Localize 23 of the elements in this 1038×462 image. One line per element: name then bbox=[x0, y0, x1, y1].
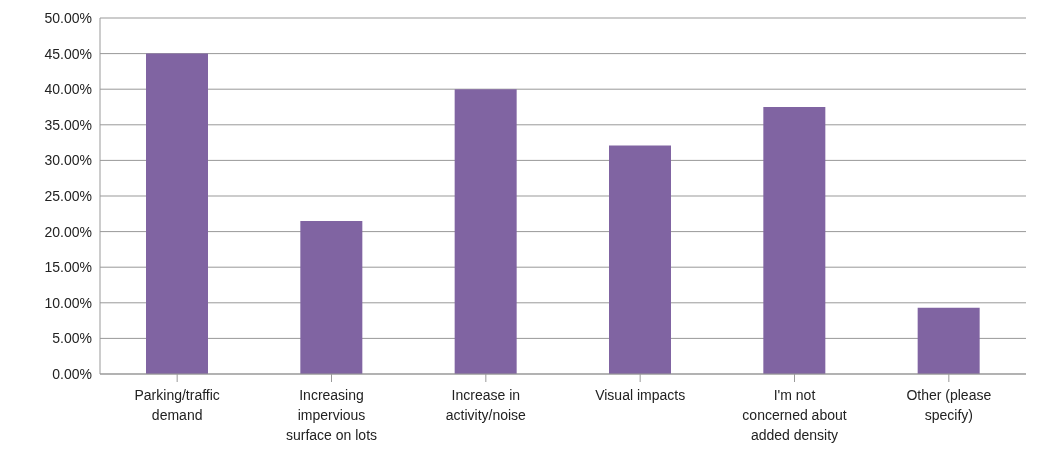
bar bbox=[146, 53, 208, 374]
y-tick-label: 40.00% bbox=[44, 81, 92, 98]
y-tick-label: 5.00% bbox=[52, 330, 92, 347]
y-tick-label: 15.00% bbox=[44, 259, 92, 276]
y-tick-label: 25.00% bbox=[44, 187, 92, 204]
y-tick-label: 10.00% bbox=[44, 294, 92, 311]
x-tick-label: Other (please specify) bbox=[906, 387, 992, 423]
y-tick-label: 50.00% bbox=[44, 9, 92, 26]
y-tick-label: 0.00% bbox=[52, 365, 92, 382]
bar bbox=[609, 145, 671, 374]
bar bbox=[763, 107, 826, 374]
y-tick-label: 45.00% bbox=[44, 45, 92, 62]
bar bbox=[300, 220, 363, 374]
bar bbox=[454, 89, 517, 374]
x-tick-label: Increasing impervious surface on lots bbox=[285, 387, 378, 443]
x-tick-label: Increase in activity/noise bbox=[445, 387, 527, 423]
x-tick-label: Visual impacts bbox=[595, 387, 686, 403]
x-tick-label: Parking/traffic demand bbox=[134, 387, 220, 423]
y-tick-label: 20.00% bbox=[44, 223, 92, 240]
x-tick-label: I'm not concerned about added density bbox=[742, 387, 847, 443]
y-tick-label: 30.00% bbox=[44, 152, 92, 169]
bar bbox=[917, 307, 980, 374]
y-tick-label: 35.00% bbox=[44, 116, 92, 133]
